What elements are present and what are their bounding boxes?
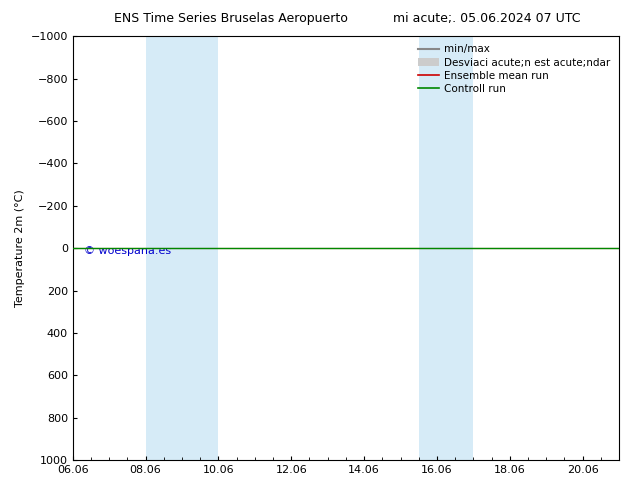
Text: ENS Time Series Bruselas Aeropuerto: ENS Time Series Bruselas Aeropuerto	[114, 12, 348, 25]
Bar	[418, 36, 474, 460]
Legend: min/max, Desviaci acute;n est acute;ndar, Ensemble mean run, Controll run: min/max, Desviaci acute;n est acute;ndar…	[415, 41, 614, 97]
Text: mi acute;. 05.06.2024 07 UTC: mi acute;. 05.06.2024 07 UTC	[393, 12, 581, 25]
Text: © woespana.es: © woespana.es	[84, 246, 171, 256]
Y-axis label: Temperature 2m (°C): Temperature 2m (°C)	[15, 189, 25, 307]
Bar	[146, 36, 219, 460]
